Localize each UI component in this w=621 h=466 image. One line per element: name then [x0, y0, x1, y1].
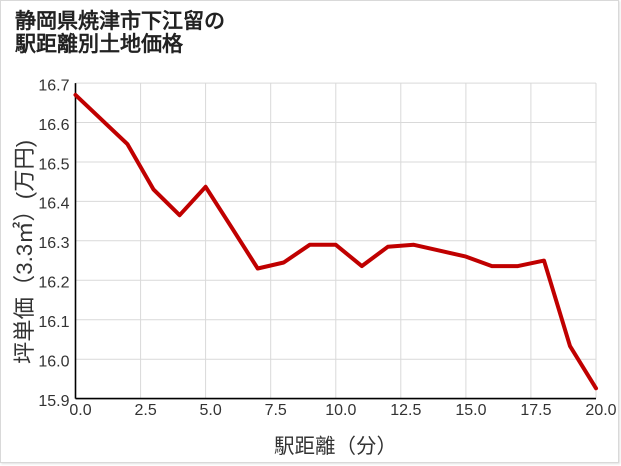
svg-text:16.0: 16.0	[38, 354, 69, 371]
svg-text:5.0: 5.0	[199, 402, 221, 419]
svg-text:0.0: 0.0	[69, 402, 91, 419]
svg-text:15.0: 15.0	[455, 402, 486, 419]
svg-text:16.5: 16.5	[38, 156, 69, 173]
svg-text:16.6: 16.6	[38, 117, 69, 134]
svg-text:7.5: 7.5	[265, 402, 287, 419]
svg-text:17.5: 17.5	[520, 402, 551, 419]
svg-text:12.5: 12.5	[390, 402, 421, 419]
svg-text:16.4: 16.4	[38, 196, 69, 213]
svg-text:20.0: 20.0	[585, 402, 616, 419]
svg-text:10.0: 10.0	[325, 402, 356, 419]
svg-text:15.9: 15.9	[38, 393, 69, 410]
svg-text:16.3: 16.3	[38, 235, 69, 252]
svg-text:16.1: 16.1	[38, 314, 69, 331]
svg-text:16.2: 16.2	[38, 275, 69, 292]
svg-text:2.5: 2.5	[134, 402, 156, 419]
svg-text:16.7: 16.7	[38, 77, 69, 94]
